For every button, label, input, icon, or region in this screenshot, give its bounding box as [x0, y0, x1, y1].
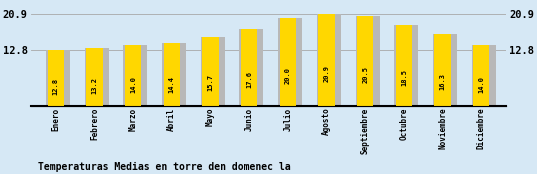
Text: 17.6: 17.6 — [246, 71, 252, 88]
Bar — [201, 37, 225, 106]
Text: 16.3: 16.3 — [440, 73, 446, 90]
Bar — [124, 45, 147, 106]
Bar — [434, 34, 451, 106]
Text: 20.9: 20.9 — [323, 65, 330, 82]
Text: 12.8: 12.8 — [53, 78, 59, 95]
Bar — [86, 48, 103, 106]
Bar — [278, 18, 302, 106]
Bar — [394, 25, 418, 106]
Bar — [317, 14, 341, 106]
Text: 13.2: 13.2 — [91, 77, 97, 94]
Text: 20.0: 20.0 — [285, 67, 291, 84]
Bar — [357, 16, 373, 106]
Text: 20.5: 20.5 — [362, 66, 368, 83]
Bar — [471, 45, 496, 106]
Bar — [280, 18, 296, 106]
Bar — [240, 29, 264, 106]
Bar — [396, 25, 412, 106]
Text: Temperaturas Medias en torre den domenec la: Temperaturas Medias en torre den domenec… — [38, 162, 290, 172]
Text: 14.4: 14.4 — [169, 76, 175, 93]
Bar — [85, 48, 108, 106]
Text: 15.7: 15.7 — [207, 73, 214, 90]
Bar — [473, 45, 489, 106]
Text: 18.5: 18.5 — [401, 69, 407, 86]
Text: 14.0: 14.0 — [130, 76, 136, 93]
Bar — [202, 37, 219, 106]
Text: 14.0: 14.0 — [478, 76, 484, 93]
Bar — [355, 16, 380, 106]
Bar — [241, 29, 257, 106]
Bar — [46, 50, 70, 106]
Bar — [162, 43, 186, 106]
Bar — [48, 50, 64, 106]
Bar — [125, 45, 141, 106]
Bar — [164, 43, 180, 106]
Bar — [318, 14, 335, 106]
Bar — [433, 34, 457, 106]
